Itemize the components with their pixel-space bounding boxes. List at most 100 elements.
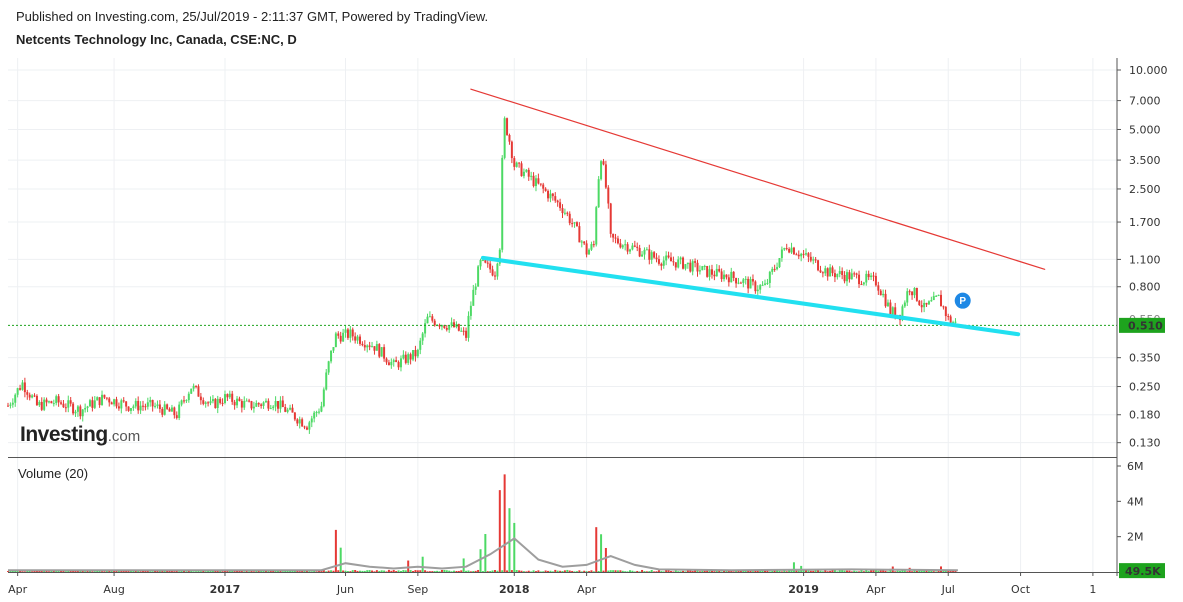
volume-bar <box>525 571 528 572</box>
candle-body <box>496 263 499 277</box>
volume-bar <box>547 570 550 572</box>
volume-bar <box>645 571 648 572</box>
volume-bar <box>554 569 557 572</box>
volume-bar <box>510 570 513 572</box>
candle-body <box>491 269 494 276</box>
candle-body <box>291 407 294 413</box>
volume-bar <box>766 570 769 572</box>
candle-body <box>667 255 670 258</box>
volume-bar <box>872 570 875 572</box>
volume-bars <box>7 474 957 572</box>
volume-bar <box>339 547 342 572</box>
volume-bar <box>764 570 767 572</box>
volume-bar <box>602 570 605 572</box>
candle-body <box>28 394 31 398</box>
volume-bar <box>783 570 786 572</box>
volume-bar <box>942 570 945 572</box>
candle-body <box>286 409 289 412</box>
candle-body <box>944 306 947 317</box>
volume-bar <box>530 571 533 572</box>
candle-body <box>920 304 923 308</box>
volume-bar <box>768 571 771 572</box>
volume-bar <box>761 570 764 572</box>
candle-body <box>795 254 798 256</box>
p-marker[interactable]: P <box>954 292 971 309</box>
volume-bar <box>677 571 680 572</box>
candle-body <box>88 400 91 407</box>
candle-body <box>720 271 723 280</box>
candle-body <box>559 202 562 209</box>
candle-body <box>737 282 740 284</box>
candle-body <box>238 398 241 402</box>
candle-body <box>245 400 248 402</box>
volume-bar <box>713 571 716 572</box>
volume-bar <box>380 570 383 572</box>
candle-body <box>380 347 383 357</box>
candle-body <box>660 263 663 266</box>
candle-body <box>865 273 868 283</box>
candle-body <box>600 161 603 180</box>
volume-bar <box>378 570 381 572</box>
volume-bar <box>853 570 856 572</box>
candle-body <box>585 243 588 255</box>
volume-bar <box>537 570 540 572</box>
volume-bar <box>790 570 793 572</box>
price-tick-label: 1.100 <box>1129 253 1161 266</box>
candle-body <box>773 268 776 270</box>
volume-bar <box>544 570 547 572</box>
candle-body <box>889 302 892 315</box>
candle-body <box>462 330 465 332</box>
candle-body <box>363 345 366 348</box>
candle-body <box>518 162 521 164</box>
volume-bar <box>344 570 347 572</box>
volume-bar <box>223 570 226 572</box>
volume-bar <box>277 570 280 572</box>
candle-body <box>137 400 140 411</box>
candle-body <box>638 247 641 257</box>
candle-body <box>807 253 810 257</box>
candle-body <box>296 419 299 424</box>
volume-bar <box>438 571 441 572</box>
volume-bar <box>843 570 846 572</box>
candle-body <box>149 400 152 403</box>
volume-bar <box>397 570 400 572</box>
volume-bar <box>674 570 677 572</box>
candle-body <box>486 262 489 264</box>
volume-bar <box>855 571 858 572</box>
candle-body <box>629 249 632 252</box>
volume-bar <box>595 527 598 572</box>
candle-body <box>477 266 480 287</box>
volume-bar <box>334 529 337 572</box>
volume-bar <box>117 571 120 572</box>
volume-bar <box>836 571 839 572</box>
volume-bar <box>725 570 728 572</box>
volume-bar <box>662 571 665 572</box>
candle-body <box>325 372 328 390</box>
candle-body <box>315 412 318 414</box>
volume-bar <box>26 570 29 572</box>
volume-bar <box>120 570 123 572</box>
candle-body <box>428 316 431 318</box>
volume-bar <box>619 570 622 572</box>
volume-bar <box>915 570 918 572</box>
candle-body <box>563 212 566 214</box>
candle-body <box>395 360 398 363</box>
candle-body <box>180 400 183 405</box>
candle-body <box>250 401 253 409</box>
candle-body <box>665 255 668 261</box>
published-note: Published on Investing.com, 25/Jul/2019 … <box>16 9 489 24</box>
candle-body <box>69 400 72 404</box>
volume-bar <box>549 570 552 572</box>
volume-bar <box>392 570 395 572</box>
candle-body <box>11 402 14 405</box>
candle-body <box>604 164 607 188</box>
candle-body <box>344 329 347 333</box>
volume-bar <box>571 570 574 572</box>
volume-bar <box>932 571 935 572</box>
candle-body <box>407 354 410 363</box>
volume-bar <box>927 571 930 572</box>
volume-bar <box>906 571 909 572</box>
candle-body <box>192 385 195 389</box>
volume-bar <box>739 570 742 572</box>
